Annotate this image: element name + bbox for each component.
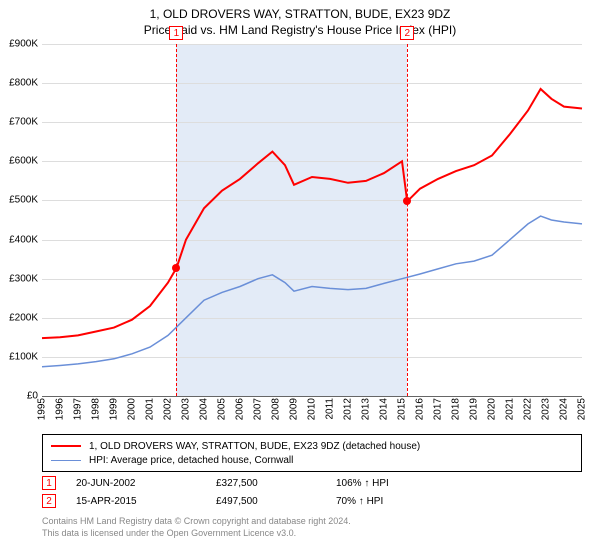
y-axis-label: £600K	[9, 156, 38, 167]
gridline	[42, 396, 582, 397]
sales-table: 1 20-JUN-2002 £327,500 106% ↑ HPI 2 15-APR-20…	[42, 474, 582, 510]
x-axis-label: 2021	[505, 398, 516, 420]
x-axis-label: 2005	[217, 398, 228, 420]
legend-item: 1, OLD DROVERS WAY, STRATTON, BUDE, EX23…	[51, 439, 573, 453]
x-axis-label: 2008	[271, 398, 282, 420]
y-axis-label: £900K	[9, 39, 38, 50]
x-axis-label: 2001	[145, 398, 156, 420]
legend-swatch	[51, 460, 81, 461]
x-axis-label: 2000	[127, 398, 138, 420]
y-axis-label: £400K	[9, 234, 38, 245]
x-axis-label: 2006	[235, 398, 246, 420]
x-axis-label: 1997	[73, 398, 84, 420]
y-axis-label: £800K	[9, 78, 38, 89]
sale-id-box: 2	[42, 494, 56, 508]
legend-swatch	[51, 445, 81, 447]
footer-line-1: Contains HM Land Registry data © Crown c…	[42, 516, 582, 528]
x-axis-label: 2020	[487, 398, 498, 420]
footer-line-2: This data is licensed under the Open Gov…	[42, 528, 582, 540]
series-hpi	[42, 216, 582, 367]
x-axis-label: 2003	[181, 398, 192, 420]
legend-label: 1, OLD DROVERS WAY, STRATTON, BUDE, EX23…	[89, 441, 420, 452]
sale-price: £497,500	[216, 496, 316, 507]
sale-marker-line	[176, 44, 177, 396]
x-axis-label: 2019	[469, 398, 480, 420]
x-axis-label: 2024	[559, 398, 570, 420]
x-axis-label: 1999	[109, 398, 120, 420]
legend-item: HPI: Average price, detached house, Corn…	[51, 453, 573, 467]
x-axis-label: 2023	[541, 398, 552, 420]
x-axis-label: 2025	[577, 398, 588, 420]
x-axis-label: 1995	[37, 398, 48, 420]
x-axis-label: 2007	[253, 398, 264, 420]
x-axis-label: 2017	[433, 398, 444, 420]
y-axis-label: £300K	[9, 273, 38, 284]
sale-date: 15-APR-2015	[76, 496, 196, 507]
sale-marker-dot	[403, 197, 411, 205]
sale-marker-dot	[172, 264, 180, 272]
sales-row: 2 15-APR-2015 £497,500 70% ↑ HPI	[42, 492, 582, 510]
sale-date: 20-JUN-2002	[76, 478, 196, 489]
sales-row: 1 20-JUN-2002 £327,500 106% ↑ HPI	[42, 474, 582, 492]
sale-id-box: 1	[42, 476, 56, 490]
x-axis-label: 1996	[55, 398, 66, 420]
y-axis-label: £200K	[9, 312, 38, 323]
sale-marker-box: 2	[400, 26, 414, 40]
y-axis-label: £700K	[9, 117, 38, 128]
legend-label: HPI: Average price, detached house, Corn…	[89, 455, 293, 466]
chart-container: 1, OLD DROVERS WAY, STRATTON, BUDE, EX23…	[0, 0, 600, 560]
sale-marker-box: 1	[169, 26, 183, 40]
sale-marker-line	[407, 44, 408, 396]
chart-title: 1, OLD DROVERS WAY, STRATTON, BUDE, EX23…	[0, 0, 600, 23]
legend: 1, OLD DROVERS WAY, STRATTON, BUDE, EX23…	[42, 434, 582, 472]
x-axis-label: 2022	[523, 398, 534, 420]
sale-price: £327,500	[216, 478, 316, 489]
sale-hpi: 70% ↑ HPI	[336, 496, 456, 507]
x-axis-label: 2016	[415, 398, 426, 420]
x-axis-label: 1998	[91, 398, 102, 420]
x-axis-label: 2010	[307, 398, 318, 420]
x-axis-label: 2013	[361, 398, 372, 420]
x-axis-label: 2004	[199, 398, 210, 420]
footer-attribution: Contains HM Land Registry data © Crown c…	[42, 516, 582, 539]
plot-area: £0£100K£200K£300K£400K£500K£600K£700K£80…	[42, 44, 582, 396]
x-axis-label: 2012	[343, 398, 354, 420]
y-axis-label: £500K	[9, 195, 38, 206]
x-axis-labels: 1995199619971998199920002001200220032004…	[42, 398, 582, 430]
x-axis-label: 2009	[289, 398, 300, 420]
x-axis-label: 2002	[163, 398, 174, 420]
chart-subtitle: Price paid vs. HM Land Registry's House …	[0, 23, 600, 41]
line-series-svg	[42, 44, 582, 396]
x-axis-label: 2011	[325, 398, 336, 420]
x-axis-label: 2015	[397, 398, 408, 420]
x-axis-label: 2014	[379, 398, 390, 420]
x-axis-label: 2018	[451, 398, 462, 420]
series-property	[42, 89, 582, 338]
y-axis-label: £100K	[9, 351, 38, 362]
sale-hpi: 106% ↑ HPI	[336, 478, 456, 489]
